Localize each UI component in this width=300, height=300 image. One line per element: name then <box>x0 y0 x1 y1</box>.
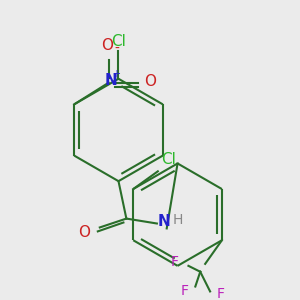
Text: O: O <box>144 74 156 89</box>
Text: N: N <box>158 214 170 229</box>
Text: F: F <box>217 287 225 300</box>
Text: Cl: Cl <box>111 34 126 49</box>
Text: F: F <box>171 255 178 269</box>
Text: O: O <box>100 38 112 53</box>
Text: F: F <box>180 284 188 298</box>
Text: +: + <box>112 69 121 79</box>
Text: H: H <box>172 213 183 226</box>
Text: -: - <box>114 42 119 56</box>
Text: N: N <box>104 73 117 88</box>
Text: Cl: Cl <box>161 152 176 167</box>
Text: O: O <box>78 225 90 240</box>
